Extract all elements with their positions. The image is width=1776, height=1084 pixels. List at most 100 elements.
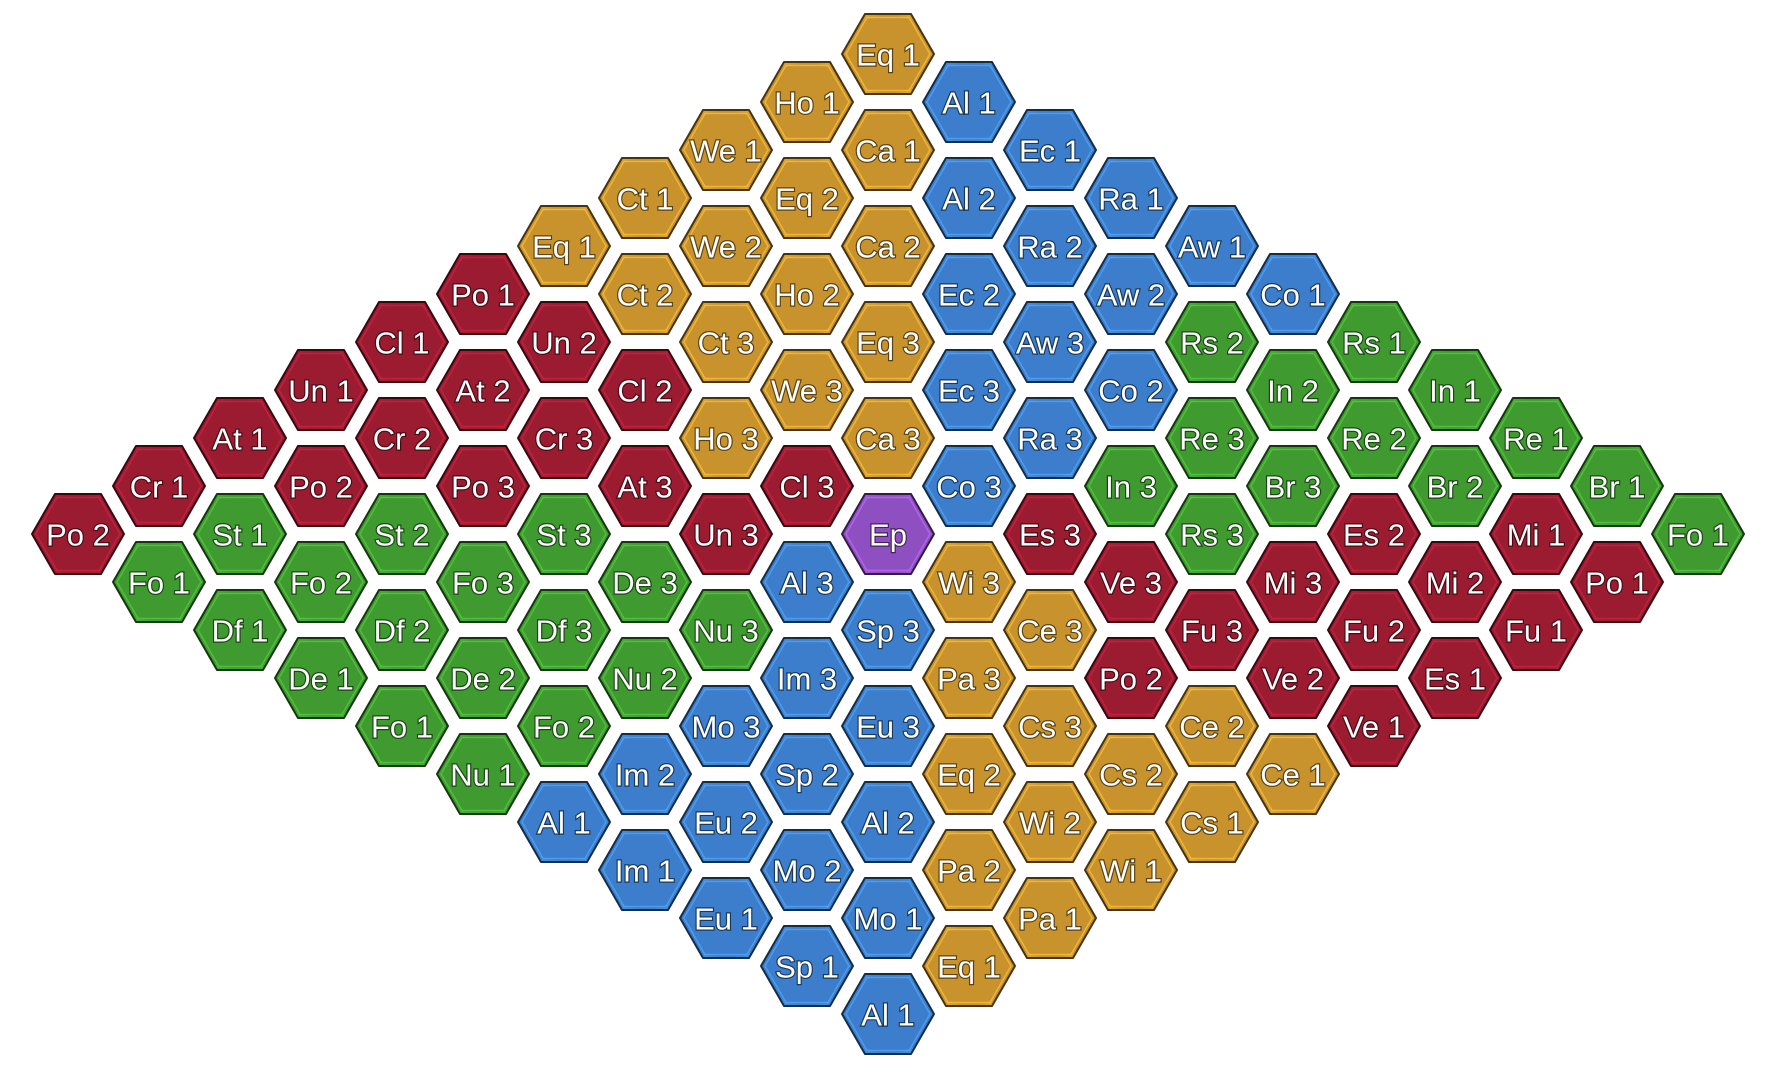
hex-cell-eq-2[interactable]: Eq 2 — [760, 157, 854, 239]
hex-cell-ve-3[interactable]: Ve 3 — [1084, 541, 1178, 623]
hex-cell-re-3[interactable]: Re 3 — [1165, 397, 1259, 479]
hex-cell-fo-2[interactable]: Fo 2 — [517, 685, 611, 767]
hex-cell-rs-3[interactable]: Rs 3 — [1165, 493, 1259, 575]
hex-cell-at-3[interactable]: At 3 — [598, 445, 692, 527]
hex-cell-eu-2[interactable]: Eu 2 — [679, 781, 773, 863]
hex-cell-un-3[interactable]: Un 3 — [679, 493, 773, 575]
hex-cell-fo-3[interactable]: Fo 3 — [436, 541, 530, 623]
hex-cell-eq-1[interactable]: Eq 1 — [517, 205, 611, 287]
hex-cell-aw-3[interactable]: Aw 3 — [1003, 301, 1097, 383]
hex-cell-in-2[interactable]: In 2 — [1246, 349, 1340, 431]
hex-cell-ca-2[interactable]: Ca 2 — [841, 205, 935, 287]
hex-cell-fo-1[interactable]: Fo 1 — [355, 685, 449, 767]
hex-cell-ve-2[interactable]: Ve 2 — [1246, 637, 1340, 719]
hex-cell-wi-3[interactable]: Wi 3 — [922, 541, 1016, 623]
hex-cell-df-2[interactable]: Df 2 — [355, 589, 449, 671]
hex-cell-cl-1[interactable]: Cl 1 — [355, 301, 449, 383]
hex-cell-wi-2[interactable]: Wi 2 — [1003, 781, 1097, 863]
hex-cell-es-2[interactable]: Es 2 — [1327, 493, 1421, 575]
hex-cell-mi-3[interactable]: Mi 3 — [1246, 541, 1340, 623]
hex-cell-im-1[interactable]: Im 1 — [598, 829, 692, 911]
hex-cell-pa-3[interactable]: Pa 3 — [922, 637, 1016, 719]
hex-cell-co-1[interactable]: Co 1 — [1246, 253, 1340, 335]
hex-cell-ec-3[interactable]: Ec 3 — [922, 349, 1016, 431]
hex-cell-aw-1[interactable]: Aw 1 — [1165, 205, 1259, 287]
hex-cell-al-2[interactable]: Al 2 — [922, 157, 1016, 239]
hex-cell-fu-2[interactable]: Fu 2 — [1327, 589, 1421, 671]
hex-cell-rs-1[interactable]: Rs 1 — [1327, 301, 1421, 383]
hex-cell-cr-3[interactable]: Cr 3 — [517, 397, 611, 479]
hex-cell-es-3[interactable]: Es 3 — [1003, 493, 1097, 575]
hex-cell-df-3[interactable]: Df 3 — [517, 589, 611, 671]
hex-cell-nu-3[interactable]: Nu 3 — [679, 589, 773, 671]
hex-cell-in-1[interactable]: In 1 — [1408, 349, 1502, 431]
hex-cell-cs-3[interactable]: Cs 3 — [1003, 685, 1097, 767]
hex-cell-po-2[interactable]: Po 2 — [274, 445, 368, 527]
hex-cell-es-1[interactable]: Es 1 — [1408, 637, 1502, 719]
hex-cell-de-2[interactable]: De 2 — [436, 637, 530, 719]
hex-cell-de-1[interactable]: De 1 — [274, 637, 368, 719]
hex-cell-un-2[interactable]: Un 2 — [517, 301, 611, 383]
hex-cell-at-1[interactable]: At 1 — [193, 397, 287, 479]
hex-cell-we-1[interactable]: We 1 — [679, 109, 773, 191]
hex-cell-br-2[interactable]: Br 2 — [1408, 445, 1502, 527]
hex-cell-eu-3[interactable]: Eu 3 — [841, 685, 935, 767]
hex-cell-we-2[interactable]: We 2 — [679, 205, 773, 287]
hex-cell-im-2[interactable]: Im 2 — [598, 733, 692, 815]
hex-cell-st-1[interactable]: St 1 — [193, 493, 287, 575]
hex-cell-de-3[interactable]: De 3 — [598, 541, 692, 623]
hex-cell-fu-3[interactable]: Fu 3 — [1165, 589, 1259, 671]
hex-cell-st-2[interactable]: St 2 — [355, 493, 449, 575]
hex-cell-fo-1[interactable]: Fo 1 — [112, 541, 206, 623]
hex-cell-aw-2[interactable]: Aw 2 — [1084, 253, 1178, 335]
hex-cell-al-1[interactable]: Al 1 — [517, 781, 611, 863]
hex-cell-sp-2[interactable]: Sp 2 — [760, 733, 854, 815]
hex-cell-un-1[interactable]: Un 1 — [274, 349, 368, 431]
hex-cell-cr-1[interactable]: Cr 1 — [112, 445, 206, 527]
hex-cell-po-2[interactable]: Po 2 — [1084, 637, 1178, 719]
hex-cell-fu-1[interactable]: Fu 1 — [1489, 589, 1583, 671]
hex-cell-ct-1[interactable]: Ct 1 — [598, 157, 692, 239]
hex-cell-mo-1[interactable]: Mo 1 — [841, 877, 935, 959]
hex-cell-al-2[interactable]: Al 2 — [841, 781, 935, 863]
hex-cell-po-2[interactable]: Po 2 — [31, 493, 125, 575]
hex-cell-co-3[interactable]: Co 3 — [922, 445, 1016, 527]
hex-cell-ra-3[interactable]: Ra 3 — [1003, 397, 1097, 479]
hex-cell-mi-2[interactable]: Mi 2 — [1408, 541, 1502, 623]
hex-cell-ep[interactable]: Ep — [841, 493, 935, 575]
hex-cell-br-1[interactable]: Br 1 — [1570, 445, 1664, 527]
hex-cell-al-1[interactable]: Al 1 — [922, 61, 1016, 143]
hex-cell-ct-3[interactable]: Ct 3 — [679, 301, 773, 383]
hex-cell-br-3[interactable]: Br 3 — [1246, 445, 1340, 527]
hex-cell-pa-2[interactable]: Pa 2 — [922, 829, 1016, 911]
hex-cell-mo-2[interactable]: Mo 2 — [760, 829, 854, 911]
hex-cell-ho-1[interactable]: Ho 1 — [760, 61, 854, 143]
hex-cell-im-3[interactable]: Im 3 — [760, 637, 854, 719]
hex-cell-ca-3[interactable]: Ca 3 — [841, 397, 935, 479]
hex-cell-mi-1[interactable]: Mi 1 — [1489, 493, 1583, 575]
hex-cell-eq-1[interactable]: Eq 1 — [922, 925, 1016, 1007]
hex-cell-eu-1[interactable]: Eu 1 — [679, 877, 773, 959]
hex-cell-df-1[interactable]: Df 1 — [193, 589, 287, 671]
hex-cell-cr-2[interactable]: Cr 2 — [355, 397, 449, 479]
hex-cell-ve-1[interactable]: Ve 1 — [1327, 685, 1421, 767]
hex-cell-co-2[interactable]: Co 2 — [1084, 349, 1178, 431]
hex-cell-ra-1[interactable]: Ra 1 — [1084, 157, 1178, 239]
hex-cell-we-3[interactable]: We 3 — [760, 349, 854, 431]
hex-cell-re-1[interactable]: Re 1 — [1489, 397, 1583, 479]
hex-cell-ra-2[interactable]: Ra 2 — [1003, 205, 1097, 287]
hex-cell-cs-2[interactable]: Cs 2 — [1084, 733, 1178, 815]
hex-cell-fo-1[interactable]: Fo 1 — [1651, 493, 1745, 575]
hex-cell-nu-1[interactable]: Nu 1 — [436, 733, 530, 815]
hex-cell-sp-3[interactable]: Sp 3 — [841, 589, 935, 671]
hex-cell-cl-3[interactable]: Cl 3 — [760, 445, 854, 527]
hex-cell-eq-2[interactable]: Eq 2 — [922, 733, 1016, 815]
hex-cell-po-1[interactable]: Po 1 — [436, 253, 530, 335]
hex-cell-al-3[interactable]: Al 3 — [760, 541, 854, 623]
hex-cell-in-3[interactable]: In 3 — [1084, 445, 1178, 527]
hex-cell-rs-2[interactable]: Rs 2 — [1165, 301, 1259, 383]
hex-cell-eq-3[interactable]: Eq 3 — [841, 301, 935, 383]
hex-cell-ce-3[interactable]: Ce 3 — [1003, 589, 1097, 671]
hex-cell-ct-2[interactable]: Ct 2 — [598, 253, 692, 335]
hex-cell-al-1[interactable]: Al 1 — [841, 973, 935, 1055]
